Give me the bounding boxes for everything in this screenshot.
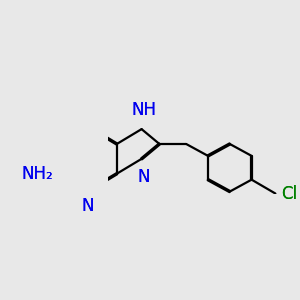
Text: Cl: Cl [281,184,298,202]
Text: Cl: Cl [281,184,298,202]
Text: N: N [137,168,150,186]
Text: NH₂: NH₂ [22,165,53,183]
Text: Cl: Cl [281,184,298,202]
Text: NH₂: NH₂ [22,165,53,183]
Text: NH: NH [131,101,156,119]
Text: N: N [82,196,94,214]
Text: N: N [137,168,150,186]
Text: NH: NH [131,101,156,119]
Text: NH₂: NH₂ [22,165,53,183]
Text: NH: NH [131,101,156,119]
Text: N: N [82,196,94,214]
Text: N: N [82,196,94,214]
Text: N: N [137,168,150,186]
